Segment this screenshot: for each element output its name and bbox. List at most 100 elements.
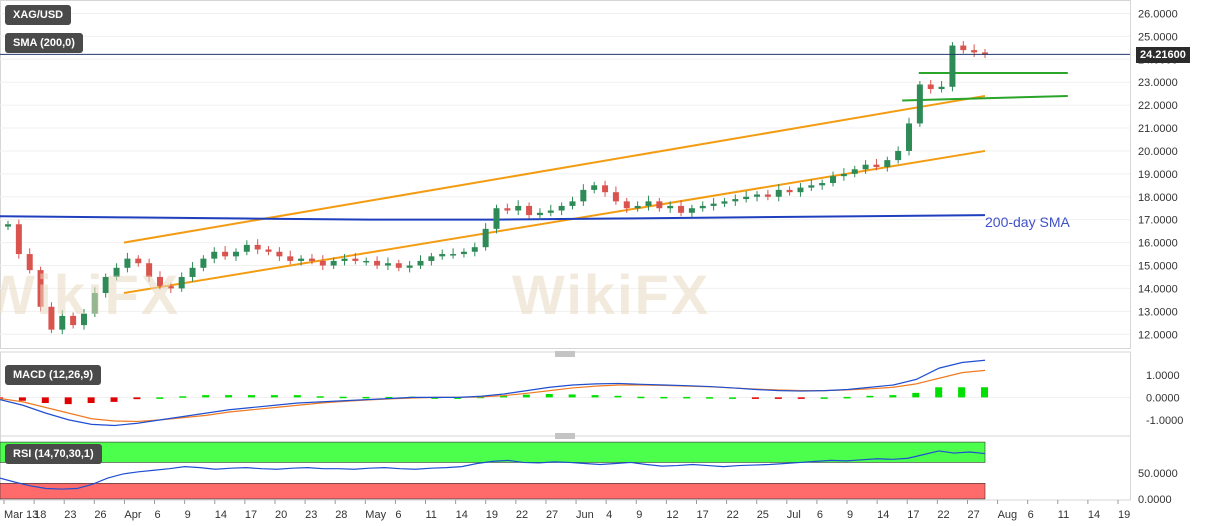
macd-histogram-bar (660, 396, 668, 399)
x-axis-tick: Jul (787, 509, 801, 521)
candle (688, 208, 695, 213)
macd-histogram-bar (568, 394, 576, 398)
x-axis-tick: 26 (94, 509, 106, 521)
candle (960, 45, 967, 51)
macd-histogram-bar (889, 395, 897, 398)
macd-histogram-bar (843, 396, 851, 399)
candle (254, 244, 261, 250)
candle (406, 265, 413, 268)
candle (59, 315, 66, 330)
macd-histogram-bar (522, 394, 530, 398)
candle (906, 123, 913, 151)
symbol-tag[interactable]: XAG/USD (5, 5, 72, 25)
x-axis-tick: 6 (395, 509, 401, 521)
price-panel-frame (0, 0, 1131, 349)
x-axis-tick: 19 (486, 509, 498, 521)
x-axis-tick: 9 (847, 509, 853, 521)
macd-histogram-bar (820, 397, 828, 399)
price-axis-tick: 23.0000 (1138, 77, 1178, 89)
macd-histogram-bar (981, 387, 988, 398)
candle (656, 201, 663, 209)
rsi-axis-tick: 0.0000 (1138, 494, 1172, 506)
macd-histogram-bar (156, 397, 164, 399)
candle (70, 315, 77, 326)
x-axis-tick: 23 (64, 509, 76, 521)
candle (450, 254, 457, 256)
rsi-indicator-tag[interactable]: RSI (14,70,30,1) (5, 444, 102, 464)
sma-200-line (0, 214, 986, 221)
watermark-main: WikiFX (512, 263, 711, 326)
x-axis-tick: 17 (696, 509, 708, 521)
candle (167, 286, 174, 289)
candle (460, 251, 467, 255)
x-axis-tick: 14 (215, 509, 227, 521)
macd-histogram-bar (316, 396, 324, 398)
candle (91, 293, 98, 314)
price-axis-tick: 12.0000 (1138, 329, 1178, 341)
macd-histogram-bar (866, 395, 874, 398)
channel-upper-line (123, 94, 986, 244)
x-axis-tick: 27 (967, 509, 979, 521)
candle (808, 185, 815, 188)
candle (721, 201, 728, 204)
candle (200, 258, 207, 268)
macd-histogram-bar (935, 387, 943, 398)
macd-histogram-bar (110, 397, 118, 402)
macd-axis-tick: -1.0000 (1146, 415, 1183, 427)
candle (15, 224, 22, 255)
candle (395, 263, 402, 268)
x-axis-tick: 6 (1028, 509, 1034, 521)
macd-histogram-bar (270, 395, 278, 398)
x-axis-tick: 14 (1088, 509, 1100, 521)
price-axis-tick: 14.0000 (1138, 283, 1178, 295)
x-axis-tick: Mar 13 (4, 509, 38, 521)
candle (862, 164, 869, 170)
macd-histogram-bar (729, 397, 737, 399)
macd-histogram-bar (41, 397, 49, 403)
candle (428, 256, 435, 261)
macd-histogram-bar (385, 396, 393, 399)
candle (113, 267, 120, 277)
macd-histogram-bar (797, 397, 805, 399)
price-axis-tick: 13.0000 (1138, 306, 1178, 318)
current-price-tag: 24.21600 (1136, 47, 1190, 63)
candle (667, 205, 674, 209)
macd-histogram-bar (18, 397, 26, 401)
macd-histogram-bar (133, 397, 141, 400)
candle (504, 208, 511, 211)
x-axis-tick: 4 (606, 509, 612, 521)
candle (971, 50, 978, 53)
candle (26, 254, 33, 271)
macd-histogram-bar (202, 395, 210, 398)
macd-histogram-bar (454, 397, 462, 399)
macd-histogram-bar (64, 397, 72, 405)
rsi-axis-tick: 50.0000 (1138, 468, 1178, 480)
macd-histogram-bar (87, 397, 95, 403)
x-axis-tick: 14 (456, 509, 468, 521)
x-axis-tick: 23 (305, 509, 317, 521)
macd-signal-line (0, 369, 986, 423)
x-axis-tick: 22 (516, 509, 528, 521)
candle (482, 228, 489, 248)
candle (873, 164, 880, 167)
macd-indicator-tag[interactable]: MACD (12,26,9) (5, 365, 102, 385)
candle (374, 260, 381, 266)
macd-histogram-bar (545, 394, 553, 398)
x-axis-tick: Apr (124, 509, 141, 521)
macd-histogram-bar (179, 396, 187, 398)
candle (243, 244, 250, 252)
price-axis-tick: 25.0000 (1138, 31, 1178, 43)
candle (623, 201, 630, 209)
sma-indicator-tag[interactable]: SMA (200,0) (5, 33, 83, 53)
candle (319, 260, 326, 266)
candle (211, 251, 218, 259)
candle (569, 201, 576, 206)
candle (591, 185, 598, 190)
candle (146, 263, 153, 277)
candle (515, 205, 522, 211)
candle (634, 205, 641, 209)
candle (135, 258, 142, 264)
x-axis-tick: 19 (1118, 509, 1130, 521)
candle (102, 276, 109, 294)
x-axis-tick: 6 (155, 509, 161, 521)
